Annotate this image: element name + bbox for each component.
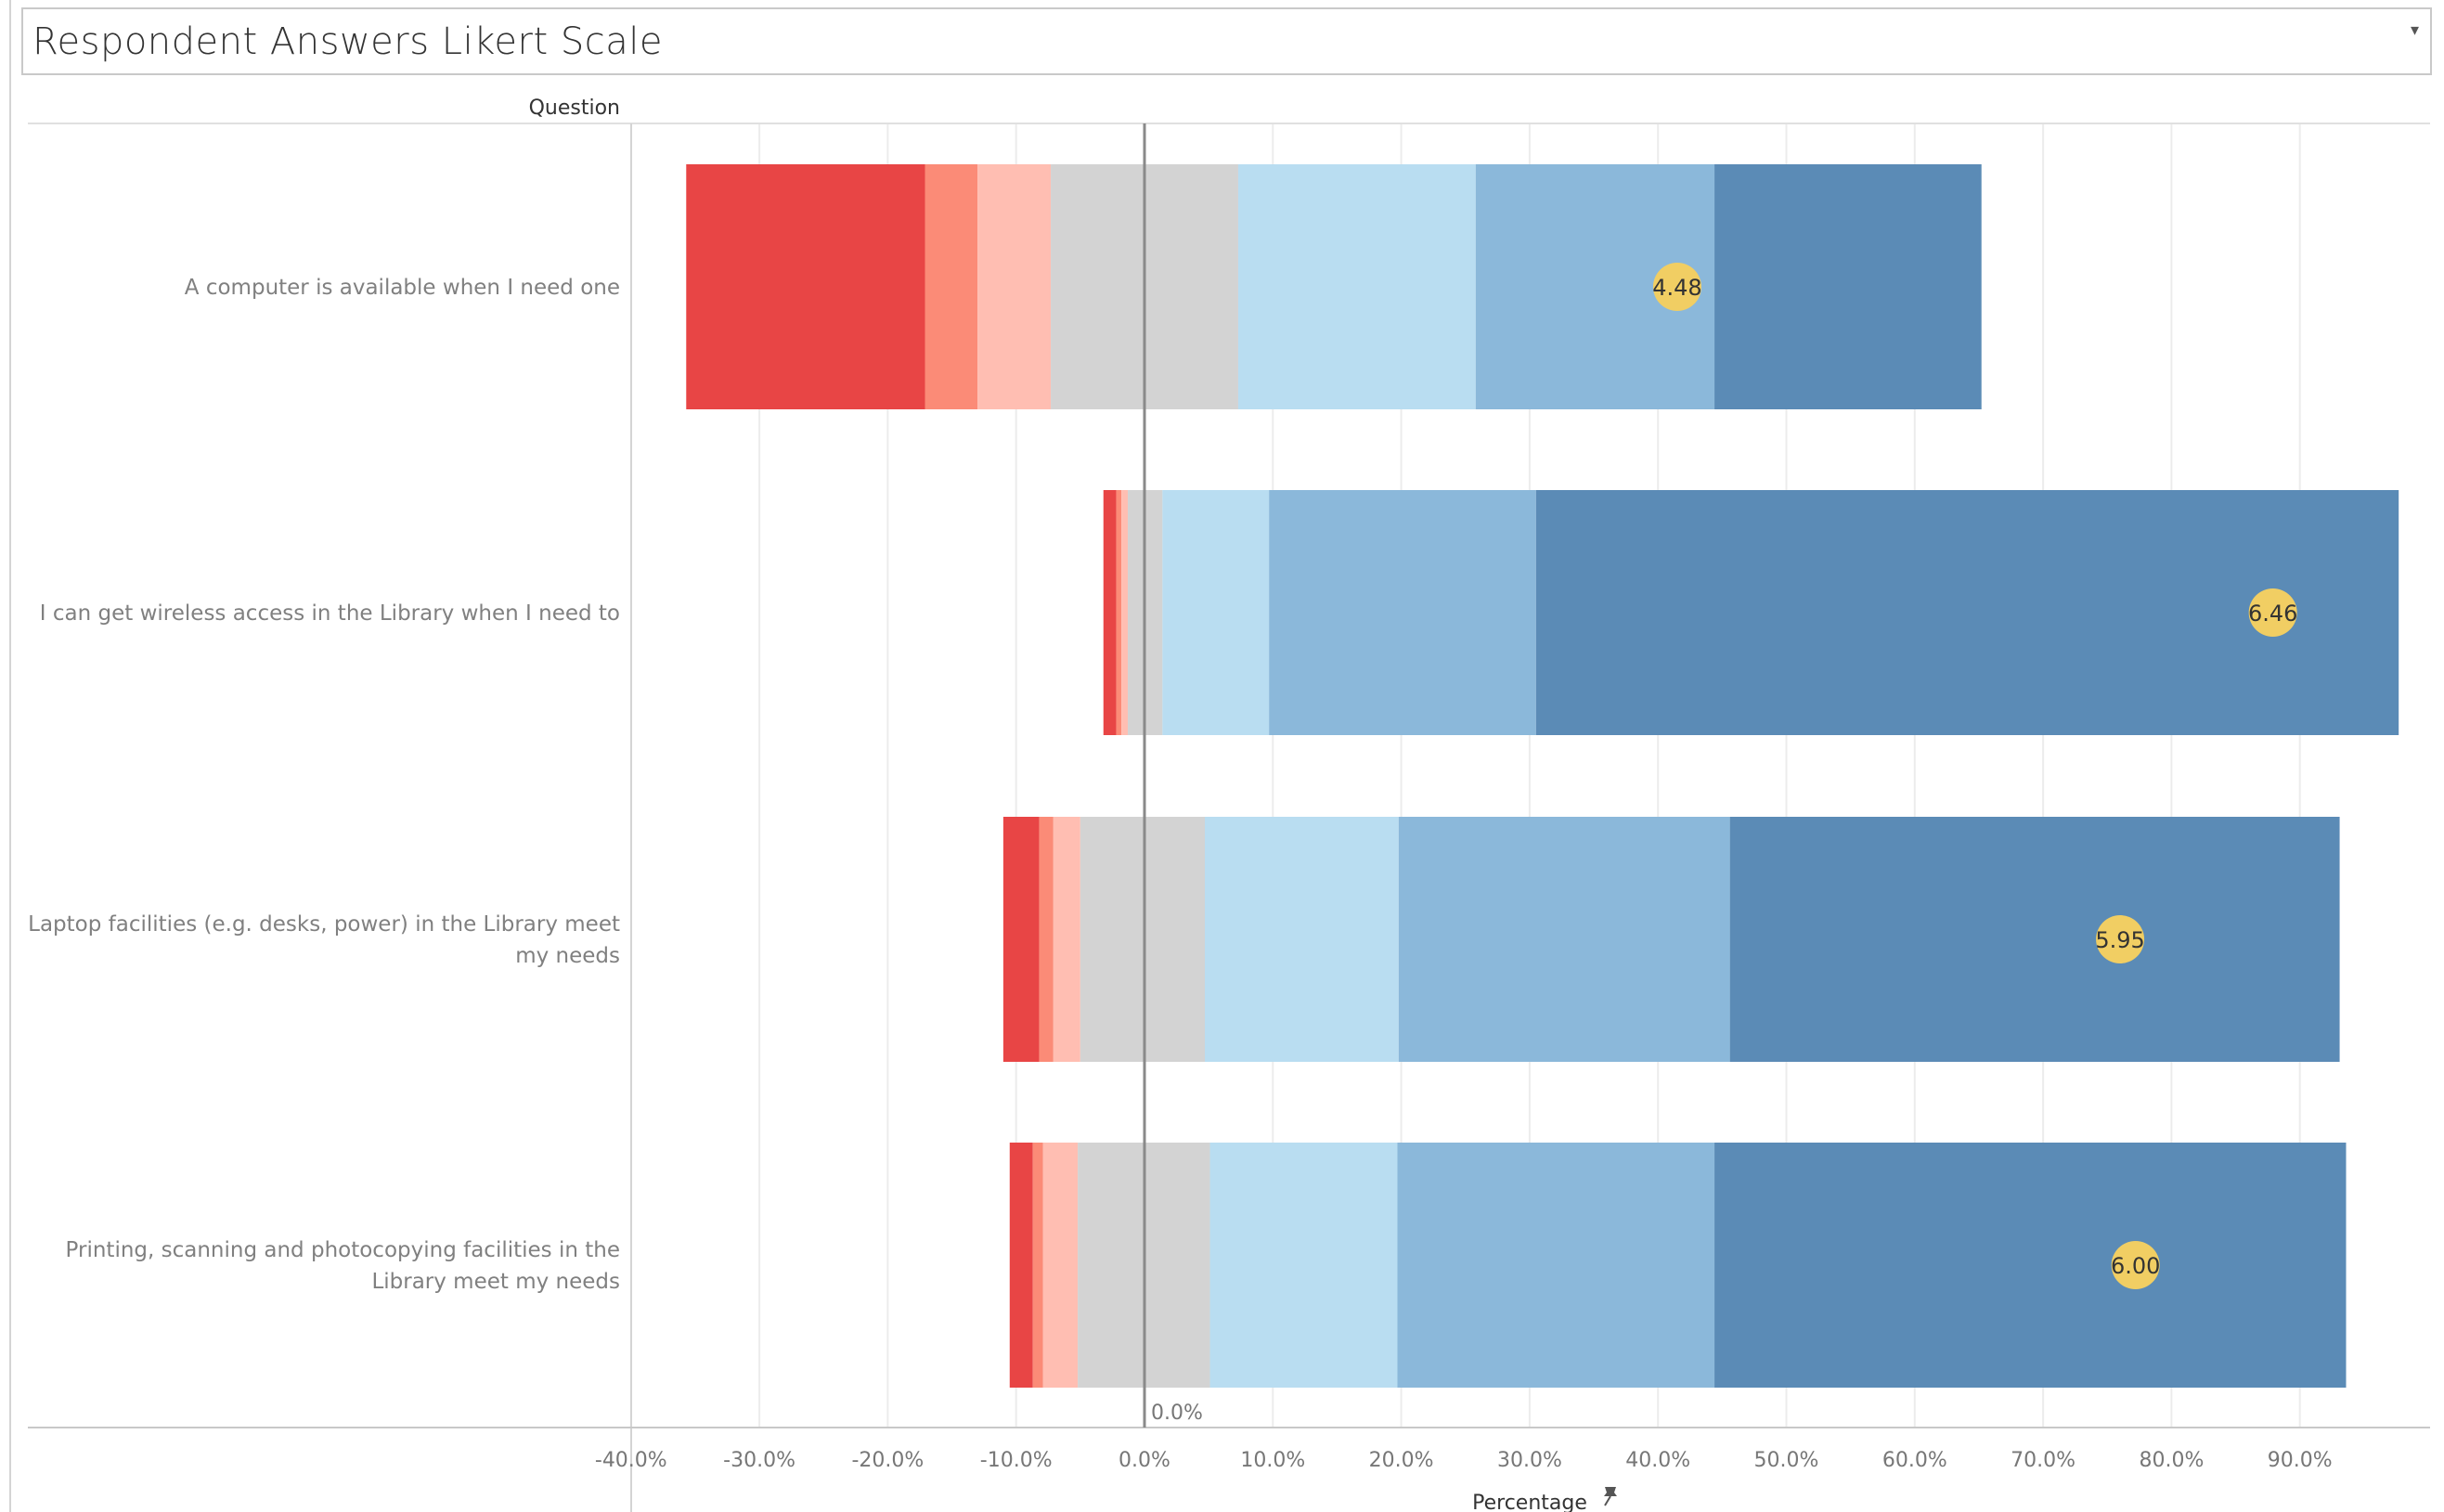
x-tick-label: 10.0%: [1240, 1449, 1305, 1472]
x-tick-label: 0.0%: [1119, 1449, 1170, 1472]
mean-label: 6.00: [2111, 1253, 2160, 1279]
question-label: Library meet my needs: [371, 1270, 620, 1294]
bar-segment-neg2[interactable]: [1116, 490, 1122, 735]
bar-segment-neg1[interactable]: [1121, 490, 1129, 735]
bar-segment-neg2[interactable]: [1039, 817, 1054, 1062]
bar-segment-neg3[interactable]: [1002, 817, 1040, 1062]
mean-marker[interactable]: 5.95: [2095, 915, 2145, 963]
bar-row[interactable]: [1103, 490, 2399, 735]
bar-segment-pos3[interactable]: [1714, 1143, 2347, 1388]
bar-row[interactable]: [1002, 817, 2340, 1062]
bar-segment-neg3[interactable]: [1103, 490, 1117, 735]
bar-segment-pos1[interactable]: [1209, 1143, 1398, 1388]
bar-segment-neg3[interactable]: [686, 164, 925, 409]
bar-segment-pos1[interactable]: [1162, 490, 1270, 735]
left-border: [9, 0, 11, 1512]
title-bar[interactable]: Respondent Answers Likert Scale ▾: [21, 7, 2432, 75]
chart-title: Respondent Answers Likert Scale: [32, 20, 663, 63]
bar-segment-neg3[interactable]: [1009, 1143, 1033, 1388]
dropdown-caret-icon[interactable]: ▾: [2410, 20, 2419, 40]
mean-circle[interactable]: [2096, 915, 2145, 963]
bar-segment-pos2[interactable]: [1398, 817, 1730, 1062]
bar-segment-pos3[interactable]: [1714, 164, 1982, 409]
bar-segment-neg1[interactable]: [1042, 1143, 1079, 1388]
bar-row[interactable]: [1009, 1143, 2347, 1388]
mean-label: 5.95: [2095, 927, 2144, 953]
x-tick-label: 80.0%: [2139, 1449, 2204, 1472]
question-label: I can get wireless access in the Library…: [40, 601, 620, 626]
pin-icon[interactable]: [1604, 1487, 1617, 1506]
bar-segment-pos3[interactable]: [1729, 817, 2340, 1062]
mean-marker[interactable]: 4.48: [1652, 263, 1702, 311]
mean-circle[interactable]: [2248, 588, 2297, 637]
mean-label: 4.48: [1652, 275, 1701, 301]
bar-row[interactable]: [686, 164, 1982, 409]
mean-circle[interactable]: [1652, 263, 1701, 311]
bar-segment-neg2[interactable]: [925, 164, 978, 409]
x-tick-label: 50.0%: [1754, 1449, 1819, 1472]
question-label: my needs: [515, 944, 620, 968]
x-tick-label: 30.0%: [1497, 1449, 1562, 1472]
chart-frame: [28, 123, 2430, 1512]
question-label: Printing, scanning and photocopying faci…: [66, 1238, 620, 1262]
question-label: Laptop facilities (e.g. desks, power) in…: [28, 912, 620, 937]
bar-segment-neutral[interactable]: [1080, 817, 1206, 1062]
column-header: Question: [529, 97, 620, 120]
x-tick-label: -20.0%: [851, 1449, 924, 1472]
x-tick-label: 20.0%: [1369, 1449, 1434, 1472]
bar-segment-pos2[interactable]: [1269, 490, 1536, 735]
mean-marker[interactable]: 6.00: [2111, 1241, 2160, 1289]
x-tick-label: -10.0%: [980, 1449, 1053, 1472]
mean-markers: 4.48 6.46 5.95 6.00: [1652, 263, 2297, 1289]
mean-label: 6.46: [2248, 601, 2297, 627]
bar-segment-pos2[interactable]: [1397, 1143, 1715, 1388]
x-tick-label: 60.0%: [1882, 1449, 1947, 1472]
bar-segment-pos1[interactable]: [1237, 164, 1476, 409]
mean-marker[interactable]: 6.46: [2248, 588, 2297, 637]
bar-segment-neg1[interactable]: [977, 164, 1052, 409]
x-axis-ticks: -40.0% -30.0% -20.0% -10.0% 0.0% 10.0% 20.0% 30…: [595, 1449, 2333, 1472]
bar-segment-pos1[interactable]: [1205, 817, 1399, 1062]
zero-line-label: 0.0%: [1151, 1402, 1203, 1425]
x-tick-label: -30.0%: [723, 1449, 795, 1472]
x-axis-title-group: Percentage: [1472, 1487, 1617, 1512]
bars-layer: [686, 164, 2399, 1388]
x-tick-label: -40.0%: [595, 1449, 667, 1472]
bar-segment-neg1[interactable]: [1053, 817, 1080, 1062]
x-tick-label: 40.0%: [1625, 1449, 1690, 1472]
question-label: A computer is available when I need one: [185, 276, 620, 300]
zero-line-layer: 0.0%: [1143, 123, 1203, 1428]
question-labels: A computer is available when I need one I…: [28, 276, 620, 1294]
x-axis-title: Percentage: [1472, 1492, 1587, 1512]
x-tick-label: 90.0%: [2268, 1449, 2333, 1472]
bar-segment-neg2[interactable]: [1032, 1143, 1043, 1388]
x-tick-label: 70.0%: [2011, 1449, 2075, 1472]
mean-circle[interactable]: [2111, 1241, 2160, 1289]
